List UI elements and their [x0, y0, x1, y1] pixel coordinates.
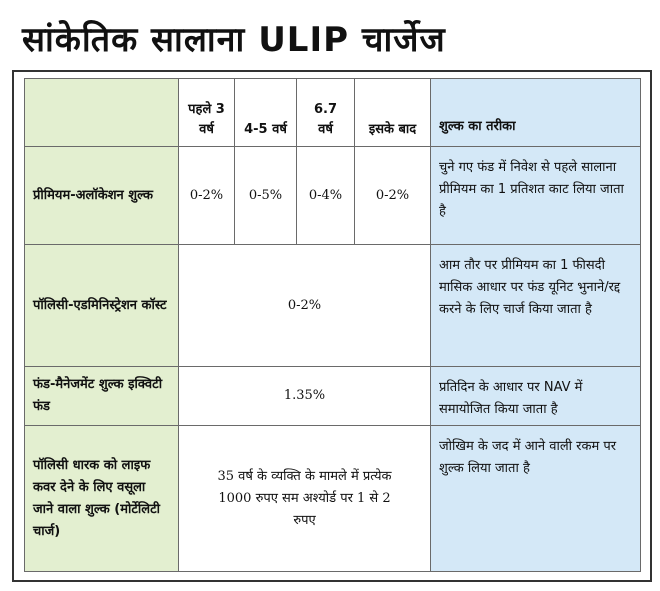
- header-4-5-years: 4-5 वर्ष: [234, 78, 297, 147]
- mortality-charge-method: जोखिम के जद में आने वाली रकम पर शुल्क लि…: [430, 425, 641, 572]
- header-first-3-years: पहले 3 वर्ष: [178, 78, 235, 147]
- table-row: पॉलिसी धारक को लाइफ कवर देने के लिए वसूल…: [24, 425, 641, 572]
- charges-table: पहले 3 वर्ष 4-5 वर्ष 6.7 वर्ष इसके बाद श…: [24, 78, 641, 572]
- header-6-7-years: 6.7 वर्ष: [296, 78, 355, 147]
- page-title: सांकेतिक सालाना ULIP चार्जेज: [22, 20, 446, 60]
- policy-administration-value: 0-2%: [178, 244, 431, 367]
- row-label-policy-administration: पॉलिसी-एडमिनिस्ट्रेशन कॉस्ट: [24, 244, 179, 367]
- premium-allocation-value-1: 0-2%: [178, 146, 235, 245]
- row-label-fund-management: फंड-मैनेजमेंट शुल्क इक्विटी फंड: [24, 366, 179, 426]
- policy-administration-method: आम तौर पर प्रीमियम का 1 फीसदी मासिक आधार…: [430, 244, 641, 367]
- premium-allocation-value-2: 0-5%: [234, 146, 297, 245]
- premium-allocation-method: चुने गए फंड में निवेश से पहले सालाना प्र…: [430, 146, 641, 245]
- header-blank-cell: [24, 78, 179, 147]
- row-label-premium-allocation: प्रीमियम-अलॉकेशन शुल्क: [24, 146, 179, 245]
- header-charge-method: शुल्क का तरीका: [430, 78, 641, 147]
- table-header-row: पहले 3 वर्ष 4-5 वर्ष 6.7 वर्ष इसके बाद श…: [24, 78, 641, 147]
- charges-table-frame: पहले 3 वर्ष 4-5 वर्ष 6.7 वर्ष इसके बाद श…: [12, 70, 652, 582]
- premium-allocation-value-4: 0-2%: [354, 146, 431, 245]
- header-thereafter: इसके बाद: [354, 78, 431, 147]
- fund-management-method: प्रतिदिन के आधार पर NAV में समायोजित किय…: [430, 366, 641, 426]
- fund-management-value: 1.35%: [178, 366, 431, 426]
- row-label-mortality-charge: पॉलिसी धारक को लाइफ कवर देने के लिए वसूल…: [24, 425, 179, 572]
- table-row: पॉलिसी-एडमिनिस्ट्रेशन कॉस्ट 0-2% आम तौर …: [24, 244, 641, 367]
- mortality-charge-value: 35 वर्ष के व्यक्ति के मामले में प्रत्येक…: [178, 425, 431, 572]
- premium-allocation-value-3: 0-4%: [296, 146, 355, 245]
- table-row: प्रीमियम-अलॉकेशन शुल्क 0-2% 0-5% 0-4% 0-…: [24, 146, 641, 245]
- table-row: फंड-मैनेजमेंट शुल्क इक्विटी फंड 1.35% प्…: [24, 366, 641, 426]
